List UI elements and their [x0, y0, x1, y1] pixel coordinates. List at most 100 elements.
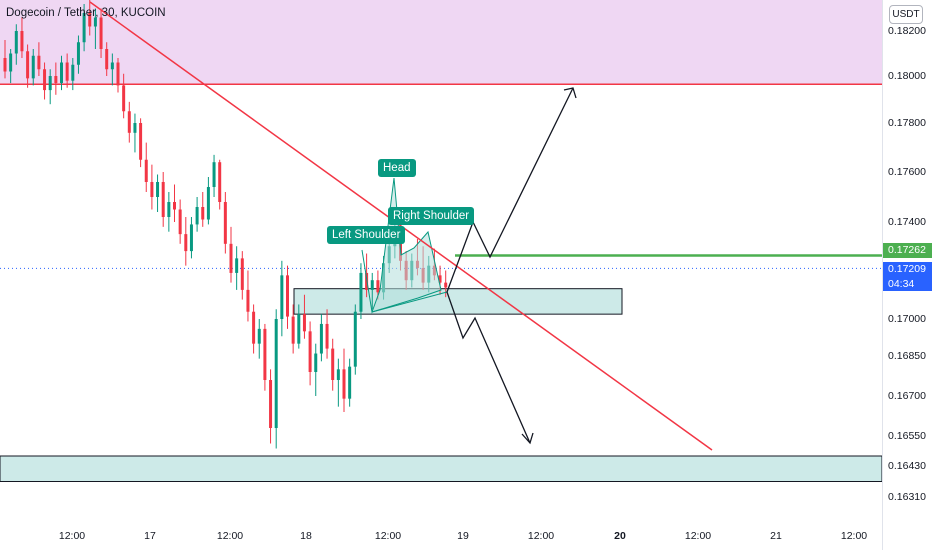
- marked-level-value: 0.17262: [888, 244, 926, 256]
- head-label[interactable]: Head: [378, 159, 416, 177]
- candle-body: [71, 64, 75, 81]
- price-tick-label: 0.16430: [888, 460, 926, 472]
- candle-body: [195, 207, 199, 225]
- candle-body: [48, 76, 52, 91]
- price-tick-label: 0.16700: [888, 390, 926, 402]
- time-tick-label: 17: [144, 530, 156, 542]
- candle-body: [184, 234, 188, 252]
- candle-body: [167, 202, 171, 217]
- candle-body: [331, 348, 335, 380]
- candle-body: [444, 282, 448, 288]
- candle-body: [150, 182, 154, 197]
- candle-body: [291, 316, 295, 344]
- candle-body: [252, 311, 256, 344]
- price-tick-label: 0.17600: [888, 166, 926, 178]
- candle-body: [438, 275, 442, 283]
- candle-body: [93, 17, 97, 27]
- time-tick-label: 19: [457, 530, 469, 542]
- price-tick-label: 0.16550: [888, 430, 926, 442]
- candle-body: [235, 258, 239, 273]
- candle-body: [88, 13, 92, 27]
- candle-body: [3, 58, 7, 72]
- candle-body: [246, 289, 250, 312]
- neckline: [371, 291, 448, 313]
- candle-body: [133, 123, 137, 133]
- symbol-title: Dogecoin / Tether, 30, KUCOIN: [6, 7, 166, 19]
- candle-body: [353, 311, 357, 367]
- candle-body: [370, 280, 374, 290]
- resistance-zone: [0, 0, 882, 85]
- candle-body: [376, 280, 380, 293]
- candle-body: [9, 53, 13, 72]
- candle-body: [139, 123, 143, 160]
- bar-countdown: 04:34: [888, 278, 915, 290]
- price-tick-label: 0.16850: [888, 350, 926, 362]
- candle-body: [314, 353, 318, 372]
- candle-body: [189, 224, 193, 252]
- time-tick-label: 12:00: [840, 530, 868, 542]
- candle-body: [240, 258, 244, 290]
- candle-body: [302, 314, 306, 332]
- candle-body: [218, 162, 222, 202]
- lower-support-zone: [0, 455, 883, 482]
- candle-body: [65, 62, 69, 81]
- candle-body: [280, 275, 284, 319]
- currency-badge[interactable]: USDT: [889, 5, 923, 24]
- time-tick-label: 18: [300, 530, 312, 542]
- candle-body: [43, 69, 47, 91]
- candle-body: [348, 366, 352, 399]
- time-tick-label: 12:00: [374, 530, 402, 542]
- candle-body: [297, 314, 301, 344]
- candle-body: [359, 272, 363, 312]
- time-tick-label: 12:00: [684, 530, 712, 542]
- candle-body: [144, 159, 148, 182]
- candle-body: [263, 328, 267, 380]
- candle-body: [14, 31, 18, 54]
- candle-body: [20, 31, 24, 52]
- candle-body: [127, 111, 131, 133]
- bullish-projection-path: [446, 87, 574, 293]
- time-tick-label: 12:00: [527, 530, 555, 542]
- candle-body: [274, 319, 278, 428]
- time-tick-label: 12:00: [216, 530, 244, 542]
- candle-body: [105, 49, 109, 70]
- candle-body: [122, 85, 126, 112]
- candle-body: [31, 55, 35, 79]
- time-tick-label: 21: [770, 530, 782, 542]
- candle-body: [76, 42, 80, 65]
- candle-body: [54, 76, 58, 84]
- time-tick-label: 12:00: [58, 530, 86, 542]
- candle-body: [60, 62, 63, 84]
- candle-body: [110, 62, 114, 70]
- candle-body: [116, 62, 120, 86]
- left-shoulder-label[interactable]: Left Shoulder: [327, 226, 406, 244]
- price-tick-label: 0.18000: [888, 70, 926, 82]
- candle-body: [161, 182, 165, 217]
- candle-body: [26, 51, 30, 79]
- candle-body: [99, 17, 103, 49]
- candle-body: [308, 331, 312, 372]
- head-shoulders-pattern: [361, 177, 442, 314]
- candle-body: [223, 202, 227, 244]
- candle-body: [257, 328, 261, 344]
- candle-body: [156, 182, 160, 197]
- candle-body: [325, 323, 329, 349]
- candle-body: [178, 209, 182, 235]
- bearish-arrowhead: [521, 432, 534, 445]
- price-tick-label: 0.18200: [888, 25, 926, 37]
- candle-body: [342, 369, 346, 399]
- candle-body: [229, 243, 233, 273]
- candle-body: [319, 323, 323, 354]
- candle-body: [173, 202, 176, 210]
- right-shoulder-label[interactable]: Right Shoulder: [388, 207, 475, 225]
- price-tick-label: 0.17000: [888, 313, 926, 325]
- price-tick-label: 0.16310: [888, 491, 926, 503]
- candle-body: [336, 369, 340, 380]
- price-tick-label: 0.17400: [888, 216, 926, 228]
- candle-body: [201, 207, 205, 220]
- candle-body: [269, 380, 273, 428]
- candle-body: [212, 162, 216, 187]
- current-price-tag: 0.17209 04:34: [883, 262, 932, 291]
